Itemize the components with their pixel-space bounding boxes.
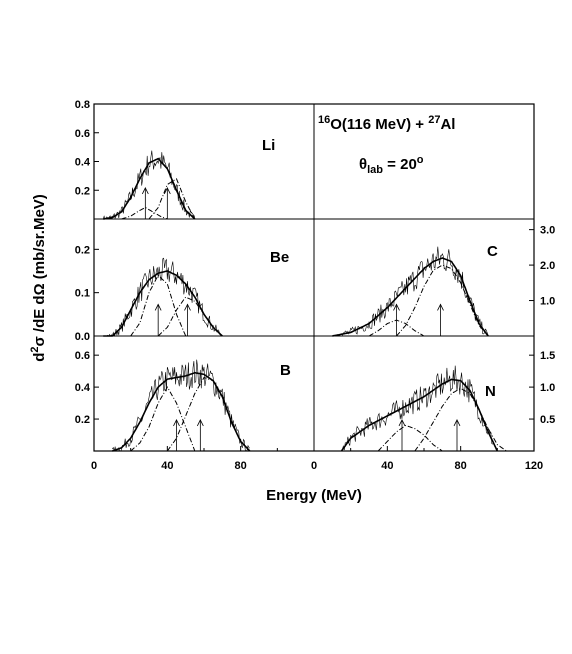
panel-label-be: Be [270, 249, 289, 266]
arrowhead-li-0 [141, 187, 149, 195]
panel-label-b: B [280, 362, 291, 379]
arrowhead-li-1 [163, 187, 171, 195]
arrowhead-be-0 [154, 303, 162, 311]
x-axis-title: Energy (MeV) [266, 487, 362, 504]
ytick-label-be-0: 0.0 [75, 331, 90, 343]
fit-curve-li-1 [121, 206, 168, 220]
ytick-label-c-0: 1.0 [540, 296, 555, 308]
ytick-label-b-2: 0.6 [75, 350, 90, 362]
panel-label-li: Li [262, 137, 275, 154]
xtick-label-left-1: 40 [161, 460, 173, 472]
fit-curve-be-2 [157, 296, 223, 337]
reaction-a-mass: 16 [318, 114, 330, 126]
fit-curve-c-0 [332, 257, 489, 337]
reaction-label: 16O(116 MeV) + 27Al [318, 114, 455, 133]
xtick-label-right-1: 40 [381, 460, 393, 472]
ytick-label-n-0: 0.5 [540, 414, 555, 426]
data-histogram-li [102, 150, 196, 220]
ytick-label-n-2: 1.5 [540, 350, 555, 362]
reaction-b: Al [440, 116, 455, 133]
arrowhead-c-0 [393, 303, 400, 311]
arrowhead-n-0 [398, 419, 406, 427]
data-histogram-be [103, 257, 223, 337]
fit-curve-b-2 [166, 376, 251, 452]
angle-degree: o [417, 154, 424, 166]
angle-value: = 20 [383, 156, 417, 173]
xtick-label-left-2: 80 [235, 460, 247, 472]
y-axis-title-rest: σ /dE dΩ (mb/sr.MeV) [31, 194, 48, 346]
chart-marks: 0.2 0.4 0.6 0.8 0.0 0.1 0.2 0.2 0.4 0.6 1.0 2.0 3.0 0… [75, 99, 556, 472]
fit-curve-li-0 [103, 157, 196, 220]
panel-label-n: N [485, 383, 496, 400]
data-histogram-n [341, 365, 498, 452]
fit-curve-b-1 [130, 386, 196, 452]
ytick-label-be-1: 0.1 [75, 288, 90, 300]
fit-curve-n-1 [377, 424, 443, 452]
fit-curve-be-0 [103, 270, 223, 337]
fit-curve-c-2 [396, 264, 489, 337]
ytick-label-b-1: 0.4 [75, 382, 91, 394]
arrowhead-b-0 [173, 419, 180, 427]
arrowhead-be-1 [184, 303, 191, 311]
ytick-label-li-3: 0.8 [75, 99, 90, 111]
xtick-label-left-0: 0 [91, 460, 97, 472]
reaction-a: O(116 MeV) + [330, 116, 428, 133]
angle-label: θlab = 20o [359, 154, 424, 176]
ytick-label-li-2: 0.6 [75, 128, 90, 140]
fit-curve-n-0 [340, 378, 499, 452]
y-axis-title-sup: 2 [29, 347, 41, 353]
y-axis-title-d: d [31, 353, 48, 362]
angle-symbol: θ [359, 156, 367, 173]
angle-subscript: lab [367, 164, 383, 176]
arrowhead-n-1 [453, 419, 461, 427]
ytick-label-c-1: 2.0 [540, 260, 555, 272]
fit-curve-be-1 [130, 274, 187, 337]
reaction-b-mass: 27 [428, 114, 440, 126]
ytick-label-b-0: 0.2 [75, 414, 90, 426]
ytick-label-li-1: 0.4 [75, 157, 91, 169]
ytick-label-c-2: 3.0 [540, 225, 555, 237]
xtick-label-right-0: 0 [311, 460, 317, 472]
ytick-label-be-2: 0.2 [75, 244, 90, 256]
arrowhead-c-1 [437, 303, 444, 311]
ytick-label-li-0: 0.2 [75, 185, 90, 197]
y-axis-title: d2σ /dE dΩ (mb/sr.MeV) [29, 194, 48, 362]
panel-label-c: C [487, 243, 498, 260]
data-histogram-b [112, 359, 250, 452]
arrowhead-b-1 [196, 419, 204, 427]
data-histogram-c [332, 246, 489, 337]
xtick-label-right-3: 120 [525, 460, 543, 472]
xtick-label-right-2: 80 [455, 460, 467, 472]
ytick-label-n-1: 1.0 [540, 382, 555, 394]
fit-curve-li-2 [148, 178, 196, 220]
